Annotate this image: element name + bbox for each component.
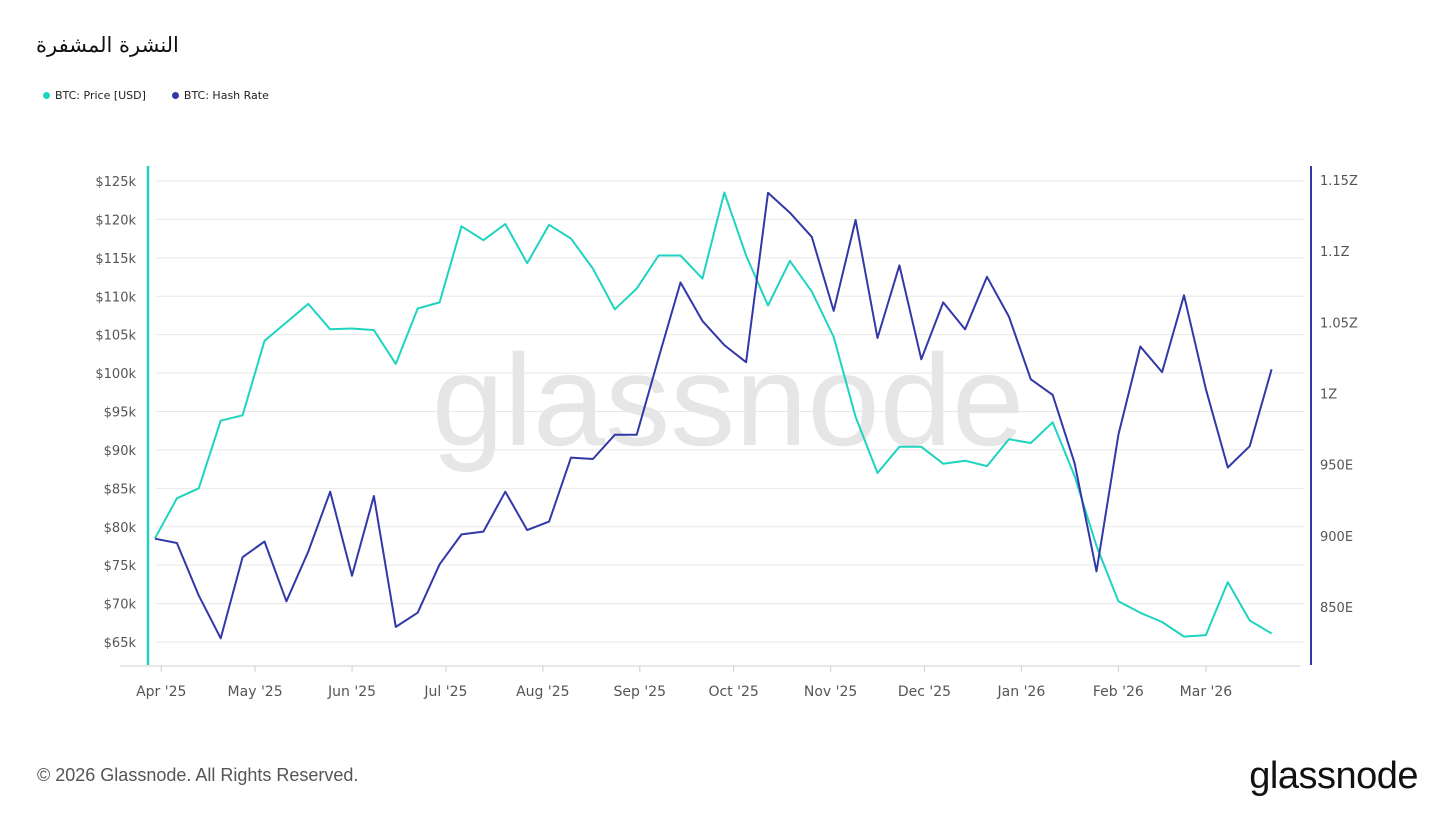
series-line-hashrate (154, 191, 1273, 640)
y-left-tick-label: $65k (104, 636, 137, 651)
y-left-tick-label: $115k (95, 252, 136, 267)
y-left-tick-label: $105k (95, 329, 136, 344)
watermark: glassnode (432, 327, 1025, 473)
y-left-tick-label: $120k (95, 213, 136, 228)
y-right-tick-label: 1.15Z (1320, 174, 1358, 189)
x-tick-label: Aug '25 (516, 684, 569, 700)
x-tick-label: Jul '25 (423, 684, 467, 700)
chart-title: النشرة المشفرة (36, 33, 179, 57)
y-right-tick-label: 950E (1320, 459, 1353, 474)
y-left-tick-label: $100k (95, 367, 136, 382)
legend-item-hashrate[interactable]: BTC: Hash Rate (171, 89, 269, 102)
y-right-tick-label: 1Z (1320, 388, 1337, 403)
y-right-ticks: 1.15Z 1.1Z 1.05Z 1Z 950E 900E 850E (1320, 174, 1358, 616)
x-tick-label: Feb '26 (1093, 684, 1144, 700)
copyright: © 2026 Glassnode. All Rights Reserved. (37, 765, 359, 785)
series-lines (154, 191, 1273, 640)
y-left-tick-label: $95k (104, 406, 137, 421)
y-left-ticks: $125k $120k $115k $110k $105k $100k $95k $90k $8… (95, 175, 136, 651)
x-tick-label: Mar '26 (1180, 684, 1233, 700)
x-tick-label: Oct '25 (708, 684, 758, 700)
x-tick-label: Jun '25 (327, 684, 376, 700)
x-tick-label: Apr '25 (136, 684, 186, 700)
axes (120, 166, 1312, 667)
legend-label-price: BTC: Price [USD] (55, 89, 146, 102)
y-left-tick-label: $85k (104, 482, 137, 497)
y-left-tick-label: $125k (95, 175, 136, 190)
x-tick-label: Jan '26 (997, 684, 1046, 700)
y-left-tick-label: $80k (104, 521, 137, 536)
y-right-tick-label: 1.1Z (1320, 245, 1350, 260)
y-right-tick-label: 1.05Z (1320, 316, 1358, 331)
x-tick-label: Sep '25 (614, 684, 667, 700)
y-right-tick-label: 850E (1320, 601, 1353, 616)
legend-dot-price (43, 92, 50, 99)
y-left-tick-label: $110k (95, 290, 136, 305)
brand-logo: glassnode (1249, 755, 1418, 797)
y-right-tick-label: 900E (1320, 530, 1353, 545)
grid-lines (156, 180, 1305, 643)
y-left-tick-label: $75k (104, 559, 137, 574)
legend-label-hashrate: BTC: Hash Rate (183, 89, 269, 102)
x-tick-label: Nov '25 (804, 684, 857, 700)
y-left-tick-label: $90k (104, 444, 137, 459)
y-left-tick-label: $70k (104, 598, 137, 613)
x-tick-label: Dec '25 (898, 684, 951, 700)
chart-legend: BTC: Price [USD] BTC: Hash Rate (43, 89, 269, 102)
x-ticks: Apr '25 May '25 Jun '25 Jul '25 Aug '25 Sep '… (136, 666, 1232, 700)
series-line-price (154, 191, 1273, 638)
x-tick-label: May '25 (228, 684, 283, 700)
legend-dot-hashrate (171, 92, 179, 99)
legend-item-price[interactable]: BTC: Price [USD] (43, 89, 146, 102)
